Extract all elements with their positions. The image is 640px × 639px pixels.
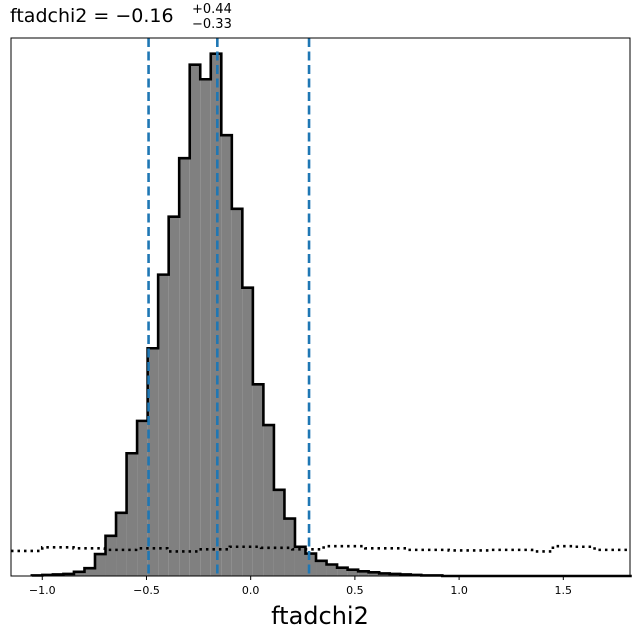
histogram-bar — [326, 564, 338, 576]
title-subscript: −0.33 — [192, 17, 232, 32]
posterior-bars — [31, 53, 443, 577]
histogram-bar — [294, 546, 306, 576]
histogram-bar — [337, 567, 348, 576]
histogram-bar — [242, 287, 253, 576]
histogram-bar — [116, 512, 127, 576]
histogram-bar — [252, 384, 264, 576]
histogram-bar — [316, 560, 327, 576]
histogram-bar — [137, 420, 148, 576]
histogram-bar — [379, 573, 390, 576]
histogram-bar — [147, 348, 159, 576]
x-axis-ticks: −1.0 −0.5 0.0 0.5 1.0 1.5 — [29, 576, 572, 597]
histogram-bar — [168, 216, 180, 576]
histogram-bar — [189, 64, 201, 576]
histogram-bar — [368, 572, 380, 576]
histogram-bar — [221, 135, 232, 576]
histogram-bar — [158, 274, 169, 576]
plot-area — [11, 38, 632, 578]
x-tick-label: −1.0 — [29, 584, 56, 597]
histogram-bar — [84, 568, 95, 576]
histogram-bar — [200, 79, 211, 576]
histogram-bar — [94, 554, 106, 576]
x-tick-label: −0.5 — [133, 584, 160, 597]
x-axis-label: ftadchi2 — [271, 602, 369, 630]
histogram-bar — [347, 569, 359, 576]
x-tick-label: 0.5 — [346, 584, 364, 597]
axes-frame — [10, 37, 631, 577]
chart-title: ftadchi2 = −0.16 +0.44 −0.33 — [10, 2, 232, 32]
histogram-bar — [105, 535, 117, 576]
histogram-bar — [179, 158, 190, 576]
histogram-bar — [358, 571, 369, 576]
histogram-bar — [273, 489, 285, 576]
histogram-bar — [263, 425, 274, 576]
x-tick-label: 1.0 — [450, 584, 468, 597]
histogram-bar — [284, 518, 295, 576]
histogram-bar — [231, 208, 243, 577]
posterior-outline — [30, 52, 632, 578]
prior-step-line — [11, 544, 630, 553]
title-main: ftadchi2 = −0.16 — [10, 5, 174, 27]
title-superscript: +0.44 — [192, 2, 232, 17]
histogram-bar — [73, 571, 85, 576]
x-tick-label: 0.0 — [242, 584, 260, 597]
histogram-bar — [305, 553, 317, 576]
x-tick-label: 1.5 — [555, 584, 573, 597]
histogram-bar — [126, 453, 138, 576]
